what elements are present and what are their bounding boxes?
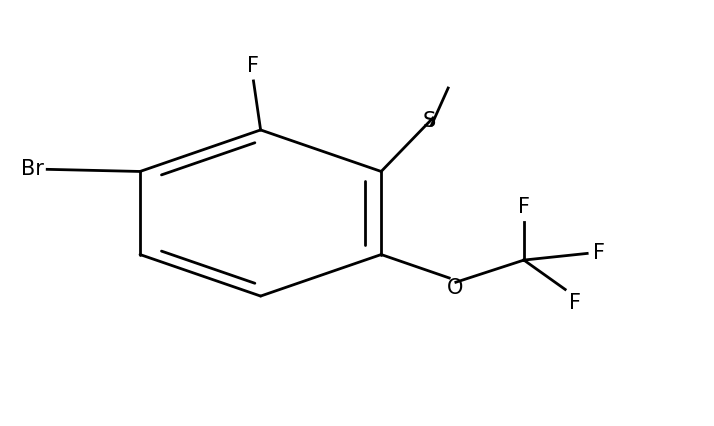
Text: O: O [446, 278, 463, 298]
Text: S: S [422, 111, 436, 131]
Text: F: F [569, 293, 580, 313]
Text: F: F [248, 56, 259, 76]
Text: F: F [593, 243, 605, 263]
Text: Br: Br [21, 159, 44, 179]
Text: F: F [518, 198, 530, 217]
